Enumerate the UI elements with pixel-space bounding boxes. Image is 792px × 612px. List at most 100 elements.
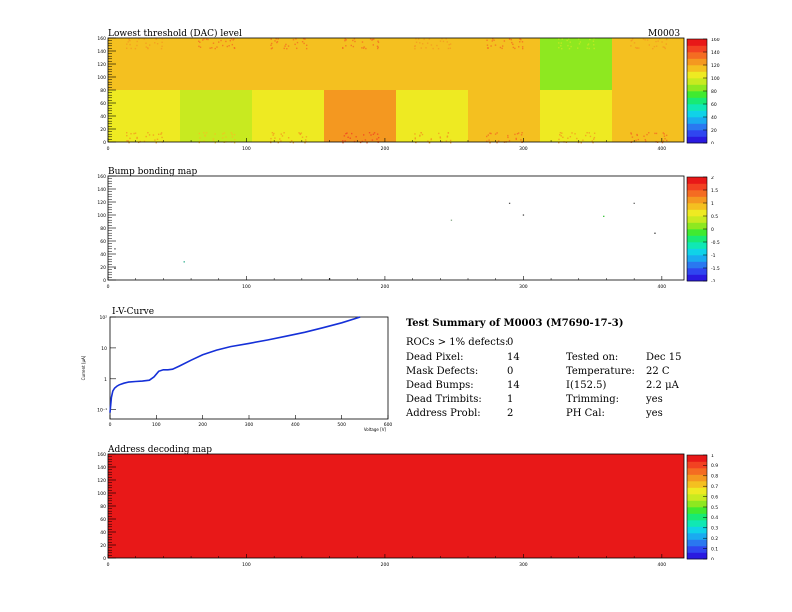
noise-pixel [520,139,522,141]
noise-pixel [566,39,568,42]
noise-pixel [305,47,308,50]
iv-xtick-label: 300 [245,422,254,428]
noise-pixel [631,38,634,40]
noise-pixel [449,141,452,144]
dac-palette: 0 20 40 60 80 100 120 140 160 [686,38,720,144]
roc-cell [612,90,684,142]
noise-pixel [558,38,560,40]
dac-palette-band [687,65,707,72]
iv-xlabel: Voltage [V] [364,427,387,432]
noise-pixel [292,38,295,41]
noise-pixel [493,39,495,41]
noise-pixel [577,47,579,49]
noise-pixel [143,38,145,40]
noise-pixel [655,132,658,135]
noise-pixel [212,139,215,142]
noise-pixel [512,43,514,46]
addr-palette-band [687,455,707,462]
noise-pixel [516,133,519,135]
summary-left-value: 0 [507,366,514,377]
noise-pixel [199,140,201,142]
roc-cell [252,90,324,142]
noise-pixel [587,44,589,46]
noise-pixel [515,138,517,141]
noise-pixel [298,132,300,134]
noise-pixel [212,42,215,44]
noise-pixel [296,41,299,44]
noise-pixel [304,38,306,40]
addr-palette-label: 0.9 [711,463,718,469]
bump-palette-band [687,242,707,249]
noise-pixel [133,132,135,135]
rocs-value: 0 [507,337,514,348]
noise-pixel [508,139,511,142]
noise-pixel [508,38,511,40]
noise-pixel [571,132,573,134]
bump-palette-band [687,248,707,256]
defect-pixel [450,219,453,221]
defect-pixel [654,232,656,234]
addr-palette-label: 0.2 [711,536,718,542]
noise-pixel [428,38,431,40]
noise-pixel [567,44,569,47]
noise-pixel [519,41,521,43]
roc-cell [324,38,396,90]
noise-pixel [283,132,285,134]
noise-pixel [161,136,163,139]
noise-pixel [652,47,654,50]
dac-ytick-label: 0 [103,140,106,146]
test-summary: Test Summary of M0003 (M7690-17-3) ROCs … [406,318,696,428]
noise-pixel [593,47,595,50]
rocs-label: ROCs > 1% defects: [406,337,509,348]
noise-pixel [345,132,347,135]
noise-pixel [231,43,234,46]
noise-pixel [578,43,581,45]
noise-pixel [277,141,279,144]
noise-pixel [517,132,520,134]
noise-pixel [568,47,571,50]
noise-pixel [665,43,667,45]
noise-pixel [574,133,576,135]
noise-pixel [415,41,418,43]
bump-palette-band [687,196,707,204]
addr-ytick-label: 40 [100,530,106,536]
noise-pixel [342,141,344,144]
noise-pixel [301,41,304,43]
noise-pixel [305,44,308,47]
noise-pixel [344,40,346,42]
noise-pixel [126,140,128,142]
bump-palette-band [687,268,707,275]
noise-pixel [156,42,159,45]
bump-xtick-label: 100 [242,284,251,289]
noise-pixel [205,132,208,134]
noise-pixel [584,134,587,137]
noise-pixel [486,135,488,138]
summary-right-value: 22 C [646,366,670,377]
noise-pixel [446,41,449,43]
noise-pixel [218,41,220,43]
noise-pixel [436,44,438,47]
noise-pixel [491,40,493,42]
noise-pixel [287,45,290,47]
noise-pixel [349,137,351,139]
dac-ytick-label: 40 [100,114,106,120]
noise-pixel [281,135,284,137]
noise-pixel [521,46,524,48]
noise-pixel [587,43,590,45]
noise-pixel [497,140,500,142]
noise-pixel [226,45,229,48]
noise-pixel [342,47,344,49]
defect-pixel [603,215,605,217]
noise-pixel [305,136,308,138]
noise-pixel [655,45,658,47]
bump-ytick-label: 80 [100,226,106,232]
addr-palette-band [687,481,707,488]
noise-pixel [487,134,490,136]
noise-pixel [366,141,368,144]
noise-pixel [662,132,664,134]
noise-pixel [449,43,452,45]
roc-cell [468,90,540,142]
noise-pixel [507,134,509,137]
summary-left-label: Dead Bumps: [406,380,474,391]
noise-pixel [501,45,504,47]
